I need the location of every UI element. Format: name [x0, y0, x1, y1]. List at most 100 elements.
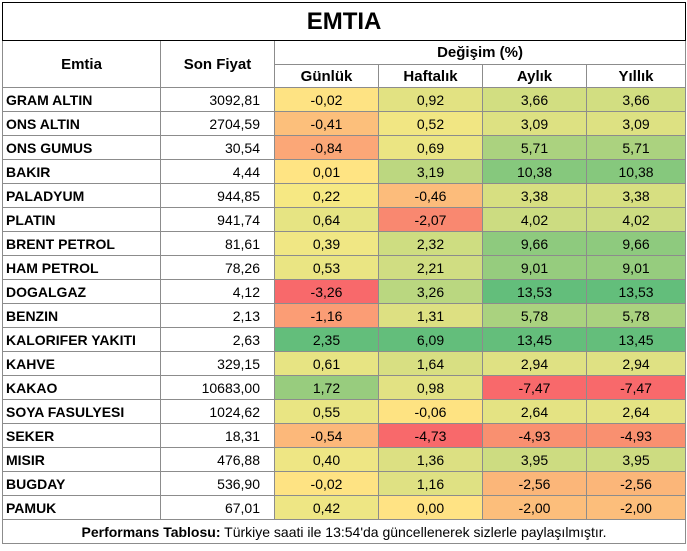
yearly-change: 3,38 — [585, 183, 687, 208]
daily-change: 0,22 — [274, 183, 379, 208]
last-price: 476,88 — [160, 447, 275, 472]
table-row: PAMUK 67,01 0,42 0,00 -2,00 -2,00 — [2, 495, 687, 520]
weekly-change: 0,00 — [378, 495, 483, 520]
table-row: KALORIFER YAKITI 2,63 2,35 6,09 13,45 13… — [2, 327, 687, 352]
monthly-change: 3,09 — [482, 111, 587, 136]
yearly-change: 2,94 — [585, 351, 687, 376]
commodity-name: GRAM ALTIN — [2, 87, 161, 112]
last-price: 941,74 — [160, 207, 275, 232]
table-row: PLATIN 941,74 0,64 -2,07 4,02 4,02 — [2, 207, 687, 232]
weekly-change: 0,69 — [378, 135, 483, 160]
commodity-name: ONS GUMUS — [2, 135, 161, 160]
daily-change: -0,02 — [274, 471, 379, 496]
table-row: KAKAO 10683,00 1,72 0,98 -7,47 -7,47 — [2, 375, 687, 400]
commodity-name: MISIR — [2, 447, 161, 472]
yearly-change: -2,56 — [585, 471, 687, 496]
commodity-name: KALORIFER YAKITI — [2, 327, 161, 352]
monthly-change: 2,64 — [482, 399, 587, 424]
yearly-change: 3,95 — [585, 447, 687, 472]
yearly-change: 13,53 — [585, 279, 687, 304]
table-row: BAKIR 4,44 0,01 3,19 10,38 10,38 — [2, 159, 687, 184]
table-body: GRAM ALTIN 3092,81 -0,02 0,92 3,66 3,66 … — [2, 87, 687, 520]
daily-change: -0,54 — [274, 423, 379, 448]
weekly-change: 6,09 — [378, 327, 483, 352]
last-price: 30,54 — [160, 135, 275, 160]
commodity-name: SEKER — [2, 423, 161, 448]
weekly-change: -2,07 — [378, 207, 483, 232]
commodity-name: ONS ALTIN — [2, 111, 161, 136]
weekly-change: -4,73 — [378, 423, 483, 448]
header-commodity: Emtia — [2, 40, 161, 88]
commodity-name: PLATIN — [2, 207, 161, 232]
commodity-name: PAMUK — [2, 495, 161, 520]
weekly-change: 3,19 — [378, 159, 483, 184]
commodity-name: HAM PETROL — [2, 255, 161, 280]
weekly-change: 1,64 — [378, 351, 483, 376]
weekly-change: 0,92 — [378, 87, 483, 112]
yearly-change: 13,45 — [585, 327, 687, 352]
commodity-name: KAKAO — [2, 375, 161, 400]
daily-change: 0,42 — [274, 495, 379, 520]
footer-label: Performans Tablosu: — [81, 523, 221, 540]
yearly-change: 3,09 — [585, 111, 687, 136]
monthly-change: -7,47 — [482, 375, 587, 400]
commodity-name: BRENT PETROL — [2, 231, 161, 256]
commodity-name: DOGALGAZ — [2, 279, 161, 304]
weekly-change: 1,31 — [378, 303, 483, 328]
commodity-name: BAKIR — [2, 159, 161, 184]
table-row: HAM PETROL 78,26 0,53 2,21 9,01 9,01 — [2, 255, 687, 280]
header-yearly: Yıllık — [585, 64, 687, 88]
table-row: ONS ALTIN 2704,59 -0,41 0,52 3,09 3,09 — [2, 111, 687, 136]
yearly-change: -7,47 — [585, 375, 687, 400]
last-price: 18,31 — [160, 423, 275, 448]
header-monthly: Aylık — [482, 64, 587, 88]
table-row: BRENT PETROL 81,61 0,39 2,32 9,66 9,66 — [2, 231, 687, 256]
table-row: DOGALGAZ 4,12 -3,26 3,26 13,53 13,53 — [2, 279, 687, 304]
yearly-change: 3,66 — [585, 87, 687, 112]
header-weekly: Haftalık — [378, 64, 483, 88]
last-price: 2704,59 — [160, 111, 275, 136]
monthly-change: 9,01 — [482, 255, 587, 280]
last-price: 944,85 — [160, 183, 275, 208]
commodity-name: KAHVE — [2, 351, 161, 376]
table-row: BENZIN 2,13 -1,16 1,31 5,78 5,78 — [2, 303, 687, 328]
last-price: 81,61 — [160, 231, 275, 256]
daily-change: 2,35 — [274, 327, 379, 352]
header-last-price: Son Fiyat — [160, 40, 275, 88]
last-price: 2,63 — [160, 327, 275, 352]
yearly-change: -2,00 — [585, 495, 687, 520]
yearly-change: 10,38 — [585, 159, 687, 184]
monthly-change: 2,94 — [482, 351, 587, 376]
table-title: EMTIA — [1, 2, 687, 41]
monthly-change: 3,66 — [482, 87, 587, 112]
monthly-change: -4,93 — [482, 423, 587, 448]
commodity-name: BENZIN — [2, 303, 161, 328]
yearly-change: -4,93 — [585, 423, 687, 448]
daily-change: 0,39 — [274, 231, 379, 256]
weekly-change: -0,46 — [378, 183, 483, 208]
last-price: 2,13 — [160, 303, 275, 328]
daily-change: -0,84 — [274, 135, 379, 160]
weekly-change: -0,06 — [378, 399, 483, 424]
monthly-change: 13,45 — [482, 327, 587, 352]
commodity-name: PALADYUM — [2, 183, 161, 208]
table-row: PALADYUM 944,85 0,22 -0,46 3,38 3,38 — [2, 183, 687, 208]
table-row: KAHVE 329,15 0,61 1,64 2,94 2,94 — [2, 351, 687, 376]
monthly-change: 9,66 — [482, 231, 587, 256]
last-price: 78,26 — [160, 255, 275, 280]
daily-change: -1,16 — [274, 303, 379, 328]
yearly-change: 5,78 — [585, 303, 687, 328]
weekly-change: 3,26 — [378, 279, 483, 304]
daily-change: 0,40 — [274, 447, 379, 472]
daily-change: 0,01 — [274, 159, 379, 184]
last-price: 10683,00 — [160, 375, 275, 400]
monthly-change: 10,38 — [482, 159, 587, 184]
last-price: 536,90 — [160, 471, 275, 496]
table-row: GRAM ALTIN 3092,81 -0,02 0,92 3,66 3,66 — [2, 87, 687, 112]
commodity-name: BUGDAY — [2, 471, 161, 496]
monthly-change: 13,53 — [482, 279, 587, 304]
table-row: ONS GUMUS 30,54 -0,84 0,69 5,71 5,71 — [2, 135, 687, 160]
yearly-change: 9,01 — [585, 255, 687, 280]
weekly-change: 0,98 — [378, 375, 483, 400]
